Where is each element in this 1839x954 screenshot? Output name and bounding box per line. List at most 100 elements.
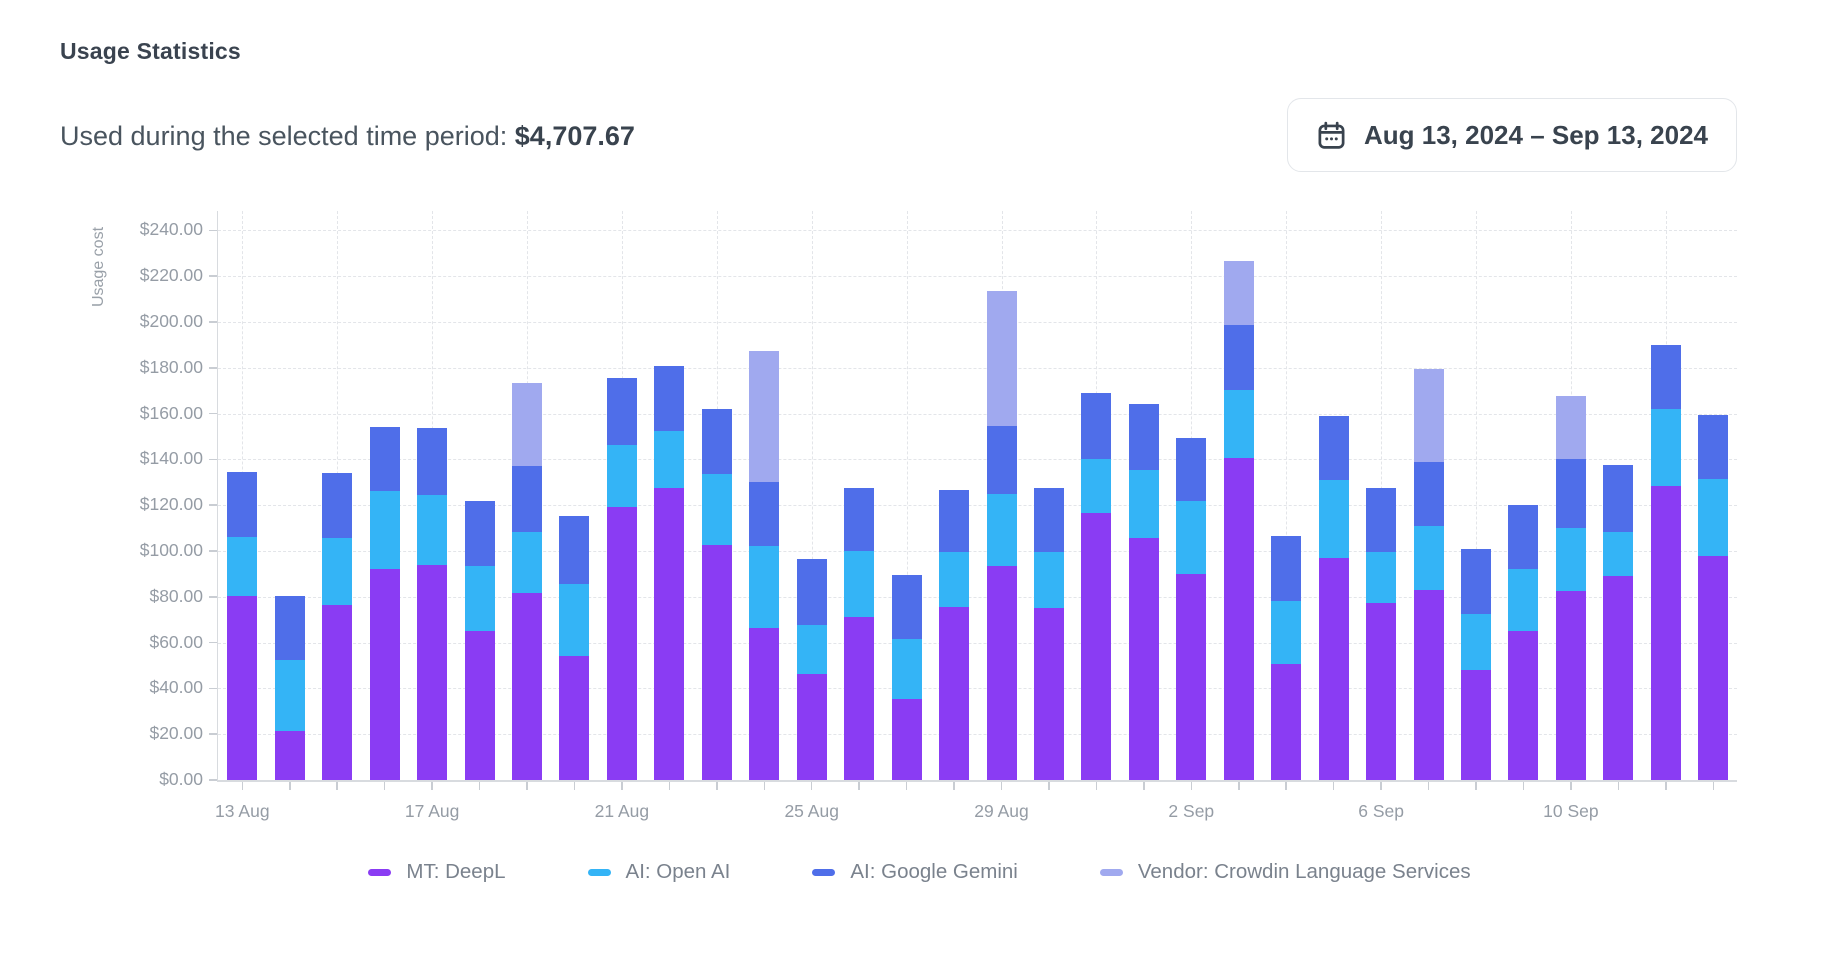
legend-item[interactable]: AI: Google Gemini: [812, 860, 1018, 884]
bar-segment[interactable]: [1176, 573, 1207, 780]
bar-segment[interactable]: [1508, 631, 1539, 780]
bar-segment[interactable]: [322, 538, 353, 605]
bar-segment[interactable]: [701, 545, 732, 780]
bar-segment[interactable]: [1318, 557, 1349, 780]
bar-segment[interactable]: [227, 537, 258, 596]
bar-segment[interactable]: [1271, 601, 1302, 665]
bar-segment[interactable]: [417, 494, 448, 565]
bar-segment[interactable]: [1176, 500, 1207, 574]
bar-segment[interactable]: [1128, 404, 1159, 470]
bar-segment[interactable]: [1366, 602, 1397, 780]
bar-segment[interactable]: [512, 593, 542, 780]
bar-segment[interactable]: [1650, 344, 1681, 409]
bar-segment[interactable]: [749, 350, 780, 483]
bar-segment[interactable]: [559, 515, 590, 585]
date-range-button[interactable]: Aug 13, 2024 – Sep 13, 2024: [1287, 98, 1737, 172]
bar-segment[interactable]: [1698, 555, 1729, 780]
bar-segment[interactable]: [1555, 528, 1586, 592]
bar-segment[interactable]: [986, 565, 1017, 780]
bar-segment[interactable]: [891, 698, 922, 780]
legend-item[interactable]: AI: Open AI: [587, 860, 730, 884]
bar-segment[interactable]: [939, 607, 970, 780]
bar-segment[interactable]: [986, 493, 1017, 566]
bar-segment[interactable]: [417, 428, 448, 495]
bar-segment[interactable]: [654, 365, 685, 431]
bar-segment[interactable]: [1603, 465, 1634, 532]
bar-segment[interactable]: [464, 565, 495, 632]
bar-segment[interactable]: [1128, 469, 1159, 539]
bar-segment[interactable]: [939, 490, 970, 553]
bar-segment[interactable]: [891, 575, 922, 640]
bar-segment[interactable]: [512, 531, 542, 594]
bar-segment[interactable]: [1223, 458, 1254, 780]
bar-segment[interactable]: [749, 627, 780, 780]
bar-segment[interactable]: [1033, 608, 1064, 780]
bar-segment[interactable]: [559, 584, 590, 657]
bar-segment[interactable]: [1698, 478, 1729, 556]
bar-segment[interactable]: [322, 604, 353, 780]
bar-segment[interactable]: [606, 444, 637, 508]
bar-segment[interactable]: [701, 474, 732, 546]
bar-segment[interactable]: [986, 426, 1017, 494]
bar-segment[interactable]: [1318, 415, 1349, 480]
bar-segment[interactable]: [1223, 325, 1254, 390]
bar-segment[interactable]: [1223, 389, 1254, 459]
bar-segment[interactable]: [1698, 414, 1729, 479]
bar-segment[interactable]: [559, 656, 590, 780]
bar-segment[interactable]: [1033, 488, 1064, 553]
bar-segment[interactable]: [512, 466, 542, 532]
bar-segment[interactable]: [1555, 396, 1586, 460]
bar-segment[interactable]: [844, 488, 875, 551]
bar-segment[interactable]: [654, 430, 685, 489]
bar-segment[interactable]: [1413, 525, 1444, 590]
bar-segment[interactable]: [1413, 368, 1444, 462]
bar-segment[interactable]: [986, 291, 1017, 427]
bar-segment[interactable]: [1128, 538, 1159, 780]
bar-segment[interactable]: [274, 730, 305, 780]
bar-segment[interactable]: [701, 409, 732, 475]
bar-segment[interactable]: [512, 382, 542, 467]
bar-segment[interactable]: [796, 673, 827, 780]
bar-segment[interactable]: [844, 551, 875, 618]
bar-segment[interactable]: [1508, 505, 1539, 570]
bar-segment[interactable]: [1176, 437, 1207, 501]
bar-segment[interactable]: [1555, 591, 1586, 780]
bar-segment[interactable]: [749, 546, 780, 628]
bar-segment[interactable]: [274, 659, 305, 731]
bar-segment[interactable]: [369, 491, 400, 570]
bar-segment[interactable]: [1271, 664, 1302, 780]
bar-segment[interactable]: [606, 378, 637, 445]
bar-segment[interactable]: [1271, 536, 1302, 602]
bar-segment[interactable]: [606, 507, 637, 780]
bar-segment[interactable]: [1223, 261, 1254, 326]
bar-segment[interactable]: [1555, 459, 1586, 529]
bar-segment[interactable]: [274, 595, 305, 660]
bar-segment[interactable]: [654, 488, 685, 780]
bar-segment[interactable]: [1461, 670, 1491, 780]
bar-segment[interactable]: [891, 639, 922, 699]
bar-segment[interactable]: [1081, 459, 1112, 514]
bar-segment[interactable]: [369, 569, 400, 780]
bar-segment[interactable]: [1603, 531, 1634, 577]
bar-segment[interactable]: [227, 595, 258, 780]
bar-segment[interactable]: [1650, 485, 1681, 780]
bar-segment[interactable]: [417, 564, 448, 780]
bar-segment[interactable]: [1508, 569, 1539, 632]
bar-segment[interactable]: [464, 631, 495, 780]
bar-segment[interactable]: [749, 482, 780, 547]
legend-item[interactable]: Vendor: Crowdin Language Services: [1099, 860, 1471, 884]
bar-segment[interactable]: [1366, 552, 1397, 603]
bar-segment[interactable]: [1033, 552, 1064, 609]
bar-segment[interactable]: [844, 617, 875, 780]
bar-segment[interactable]: [796, 625, 827, 674]
bar-segment[interactable]: [1461, 548, 1491, 614]
bar-segment[interactable]: [1461, 613, 1491, 671]
bar-segment[interactable]: [369, 427, 400, 492]
bar-segment[interactable]: [1603, 576, 1634, 780]
bar-segment[interactable]: [1081, 513, 1112, 780]
bar-segment[interactable]: [322, 473, 353, 539]
bar-segment[interactable]: [1366, 488, 1397, 553]
bar-segment[interactable]: [227, 471, 258, 538]
bar-segment[interactable]: [464, 500, 495, 566]
bar-segment[interactable]: [796, 559, 827, 626]
